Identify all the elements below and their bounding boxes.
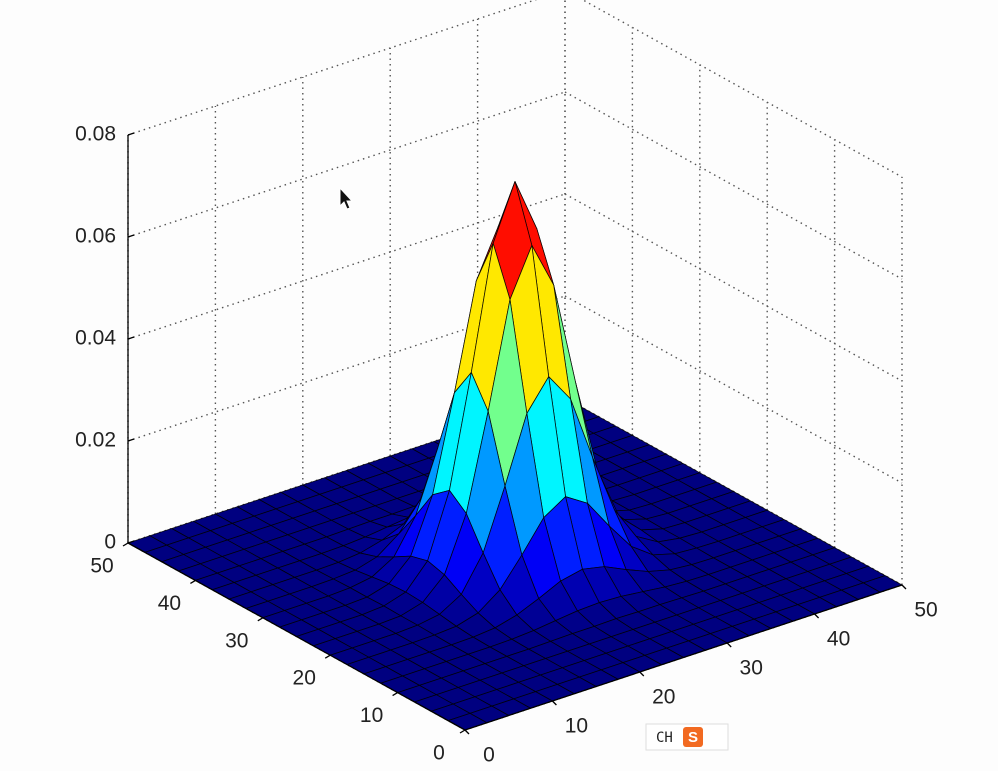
tick-mark — [814, 613, 820, 619]
grid-line — [564, 91, 903, 280]
tick-mark — [127, 234, 135, 238]
mouse-cursor — [339, 186, 354, 210]
tick-mark — [392, 692, 398, 697]
tick-mark — [127, 438, 135, 442]
grid-line — [564, 193, 903, 382]
tick-mark — [190, 579, 196, 584]
tick-mark — [639, 671, 645, 677]
tick-mark — [127, 132, 135, 136]
z-tick-label: 0 — [104, 531, 116, 554]
y-tick-label: 0 — [433, 742, 445, 765]
ime-logo-box — [683, 727, 703, 747]
y-axis — [127, 542, 466, 731]
x-axis — [464, 584, 903, 731]
x-tick-label: 40 — [827, 628, 850, 651]
ime-lang: CH — [656, 730, 673, 746]
tick-mark — [459, 729, 466, 734]
tick-mark — [726, 642, 732, 648]
ime-indicator[interactable]: CH S — [645, 723, 729, 751]
ime-logo: S — [688, 729, 698, 746]
tick-mark — [122, 542, 129, 547]
tick-mark — [324, 654, 331, 659]
tick-mark — [464, 729, 470, 735]
y-tick-label: 20 — [293, 667, 316, 690]
tick-mark — [551, 700, 557, 706]
tick-mark — [257, 617, 264, 622]
tick-mark — [901, 584, 907, 590]
z-tick-label: 0.02 — [75, 429, 116, 452]
x-tick-label: 10 — [565, 715, 588, 738]
grid-line — [564, 295, 903, 484]
x-tick-label: 20 — [652, 686, 675, 709]
tick-mark — [127, 336, 135, 340]
grid-line — [581, 0, 903, 178]
tick-mark — [127, 540, 135, 544]
y-tick-label: 10 — [360, 704, 383, 727]
x-tick-label: 30 — [740, 657, 763, 680]
x-tick-label: 50 — [914, 599, 937, 622]
z-tick-label: 0.06 — [75, 225, 116, 248]
y-tick-label: 40 — [158, 592, 181, 615]
y-tick-label: 30 — [225, 629, 248, 652]
y-tick-label: 50 — [90, 555, 113, 578]
z-tick-label: 0.04 — [75, 327, 116, 350]
x-tick-label: 0 — [483, 744, 495, 767]
z-tick-label: 0.08 — [75, 123, 116, 146]
